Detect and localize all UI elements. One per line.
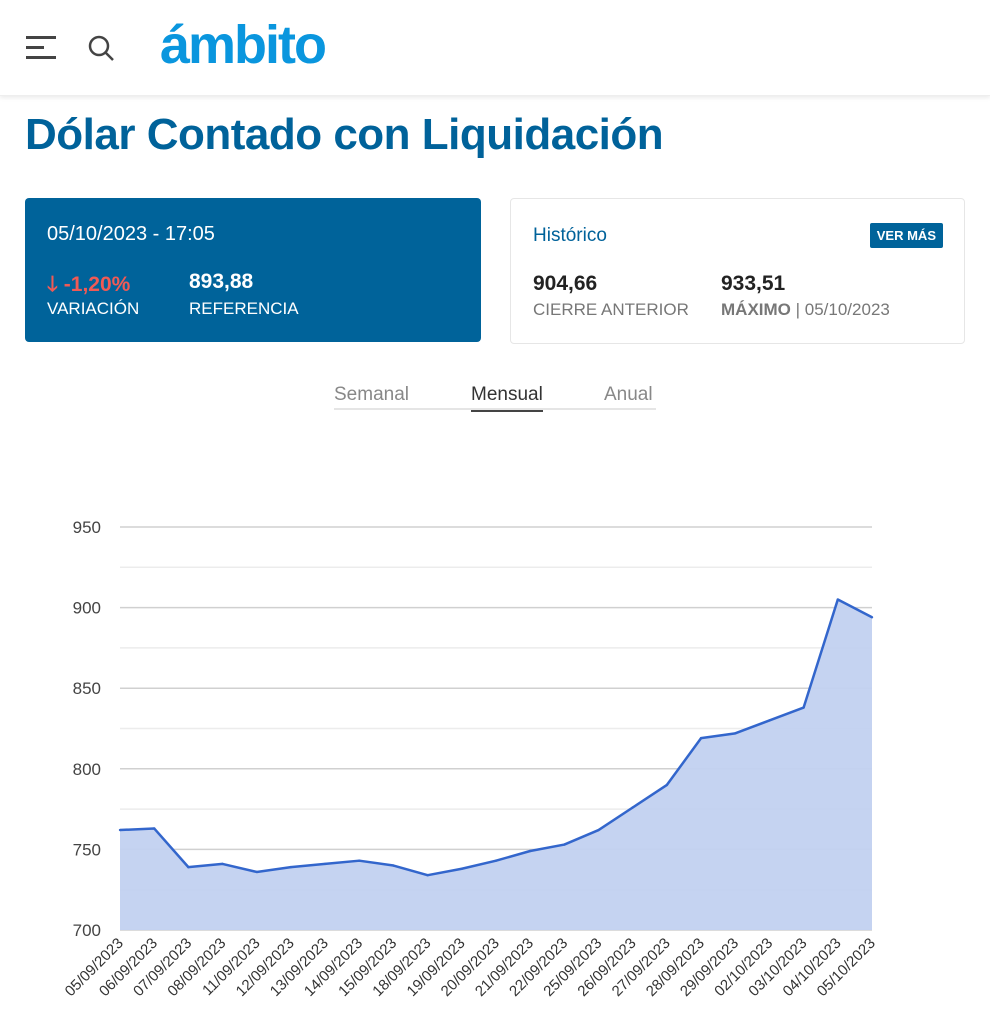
data-point: [836, 598, 840, 601]
data-point: [768, 719, 771, 722]
data-point: [426, 873, 429, 877]
reference-value: 893,88: [189, 270, 254, 293]
data-point: [221, 862, 224, 866]
y-tick-label: 950: [73, 518, 101, 537]
data-point: [528, 849, 532, 853]
data-point: [802, 706, 805, 709]
data-point: [870, 616, 874, 619]
arrow-down-icon: 🡓: [47, 273, 64, 296]
y-tick-label: 850: [73, 679, 101, 698]
header: ámbito: [0, 0, 990, 96]
variation-label: VARIACIÓN: [47, 299, 140, 318]
reference-label: REFERENCIA: [189, 299, 299, 318]
historico-card: Histórico VER MÁS 904,66 933,51 CIERRE A…: [510, 198, 965, 344]
max-label: MÁXIMO | 05/10/2023: [721, 300, 890, 319]
data-point: [187, 865, 190, 869]
tab-semanal[interactable]: Semanal: [334, 384, 409, 405]
data-point: [323, 862, 327, 866]
area-fill: [120, 599, 872, 930]
ver-mas-button[interactable]: VER MÁS: [869, 223, 943, 248]
data-point: [734, 732, 737, 735]
data-point: [152, 827, 156, 830]
data-point: [665, 783, 669, 787]
y-tick-label: 900: [73, 599, 101, 618]
variation-value: 🡓 -1,20%: [47, 273, 131, 296]
tab-mensual[interactable]: Mensual: [471, 384, 543, 412]
data-point: [699, 736, 703, 740]
quote-card: 05/10/2023 - 17:05 🡓 -1,20% 893,88 VARIA…: [25, 198, 481, 342]
y-tick-label: 800: [73, 760, 101, 779]
y-tick-label: 750: [73, 840, 101, 859]
tab-anual[interactable]: Anual: [604, 384, 653, 405]
y-tick-label: 700: [73, 921, 101, 940]
data-point: [631, 806, 634, 809]
data-point: [460, 867, 464, 870]
data-point: [494, 859, 498, 862]
data-point: [597, 828, 600, 832]
data-point: [358, 859, 361, 862]
period-tabs: Semanal Mensual Anual: [334, 382, 656, 412]
data-point: [563, 843, 566, 846]
prev-close-label: CIERRE ANTERIOR: [533, 300, 689, 319]
data-point: [289, 865, 293, 869]
logo[interactable]: ámbito: [160, 15, 327, 75]
menu-icon[interactable]: [26, 36, 56, 60]
historico-title: Histórico: [533, 225, 607, 246]
max-value: 933,51: [721, 272, 786, 295]
data-point: [255, 870, 258, 874]
prev-close-value: 904,66: [533, 272, 598, 295]
data-point: [392, 864, 395, 867]
data-point: [118, 828, 122, 832]
search-icon[interactable]: [86, 34, 116, 64]
quote-datetime: 05/10/2023 - 17:05: [47, 223, 215, 245]
page-title: Dólar Contado con Liquidación: [25, 110, 664, 159]
